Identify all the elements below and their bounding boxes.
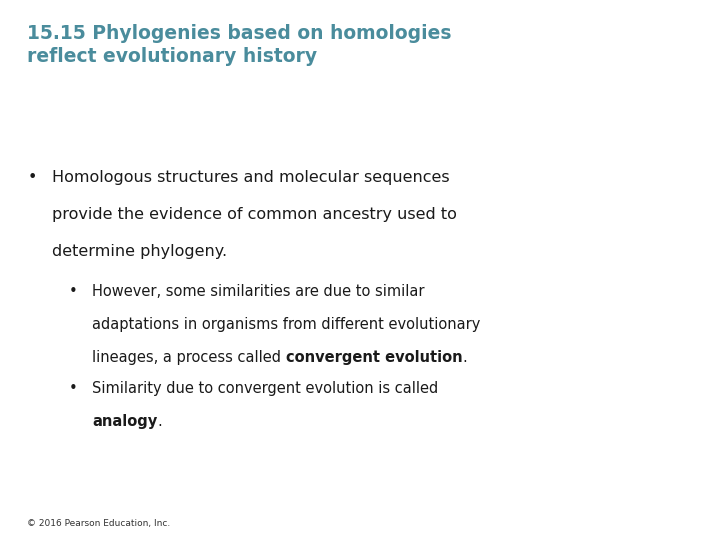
Text: determine phylogeny.: determine phylogeny. (52, 244, 227, 259)
Text: •: • (68, 381, 77, 396)
Text: •: • (68, 284, 77, 299)
Text: adaptations in organisms from different evolutionary: adaptations in organisms from different … (92, 317, 480, 332)
Text: Similarity due to convergent evolution is called: Similarity due to convergent evolution i… (92, 381, 438, 396)
Text: However, some similarities are due to similar: However, some similarities are due to si… (92, 284, 425, 299)
Text: lineages, a process called: lineages, a process called (92, 350, 286, 366)
Text: .: . (158, 414, 162, 429)
Text: provide the evidence of common ancestry used to: provide the evidence of common ancestry … (52, 207, 456, 222)
Text: © 2016 Pearson Education, Inc.: © 2016 Pearson Education, Inc. (27, 519, 171, 528)
Text: .: . (462, 350, 467, 366)
Text: Homologous structures and molecular sequences: Homologous structures and molecular sequ… (52, 170, 449, 185)
Text: 15.15 Phylogenies based on homologies
reflect evolutionary history: 15.15 Phylogenies based on homologies re… (27, 24, 452, 66)
Text: analogy: analogy (92, 414, 158, 429)
Text: convergent evolution: convergent evolution (286, 350, 462, 366)
Text: •: • (27, 170, 37, 185)
